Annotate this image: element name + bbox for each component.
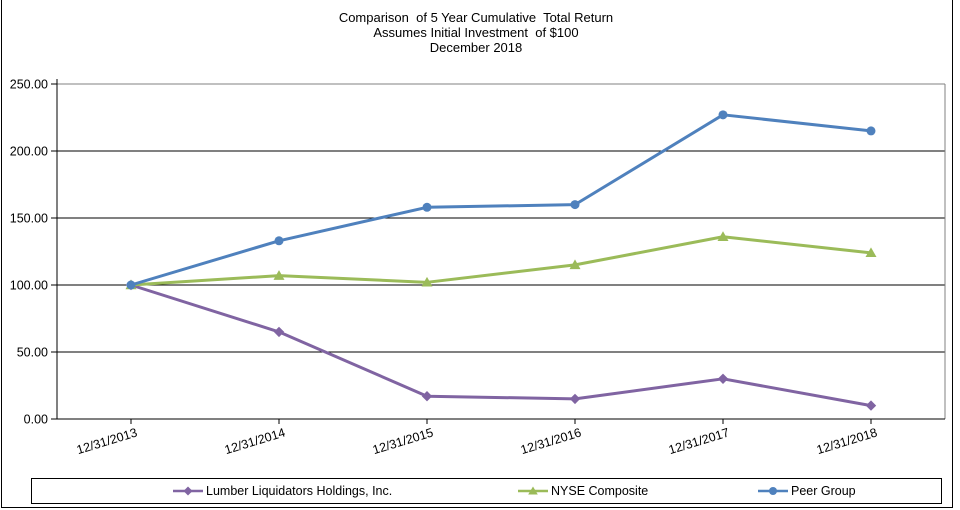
x-axis-label: 12/31/2017: [667, 425, 731, 457]
legend-label-nyse-composite: NYSE Composite: [551, 484, 649, 498]
data-point-marker: [718, 110, 728, 120]
data-point-marker: [273, 326, 285, 338]
x-axis-label: 12/31/2014: [223, 425, 287, 457]
data-point-marker: [866, 126, 876, 136]
data-point-marker: [717, 373, 729, 384]
chart-title-line1: Comparison of 5 Year Cumulative Total Re…: [338, 10, 614, 25]
data-point-marker: [865, 400, 877, 411]
legend-marker-diamond-icon: [173, 486, 203, 496]
y-axis-label: 150.00: [10, 212, 48, 226]
data-point-marker: [570, 200, 580, 210]
y-axis-label: 100.00: [10, 279, 48, 293]
data-point-marker: [421, 391, 433, 402]
y-axis-label: 200.00: [10, 145, 48, 159]
legend-label-peer-group: Peer Group: [791, 484, 856, 498]
plot-area: 0.00 50.00 100.00 150.00 200.00 250.00 12/31/2…: [10, 78, 946, 457]
y-axis-label: 250.00: [10, 78, 48, 92]
series-line: [129, 113, 873, 287]
legend-marker-triangle-icon: [518, 486, 548, 495]
legend-marker-circle-icon: [758, 487, 788, 495]
legend: Lumber Liquidators Holdings, Inc. NYSE C…: [31, 478, 942, 504]
x-axis-label: 12/31/2016: [519, 425, 583, 457]
series-line: [129, 235, 873, 287]
chart-title-line3: December 2018: [429, 40, 523, 55]
legend-item-lumber-liquidators: Lumber Liquidators Holdings, Inc.: [172, 479, 392, 503]
legend-label-lumber-liquidators: Lumber Liquidators Holdings, Inc.: [206, 484, 393, 498]
x-axis-label: 12/31/2013: [75, 425, 139, 457]
chart-title: Comparison of 5 Year Cumulative Total Re…: [0, 10, 952, 55]
legend-item-nyse-composite: NYSE Composite: [517, 479, 648, 503]
legend-marker-shape: [528, 486, 538, 495]
data-point-marker: [569, 393, 581, 405]
legend-marker-shape: [183, 486, 193, 496]
legend-marker-shape: [769, 487, 777, 495]
x-axis-label: 12/31/2015: [371, 425, 435, 457]
series-line: [129, 283, 873, 408]
data-point-marker: [865, 247, 877, 258]
legend-item-peer-group: Peer Group: [757, 479, 856, 503]
data-point-marker: [274, 236, 284, 246]
y-axis-label: 50.00: [17, 346, 48, 360]
data-point-marker: [569, 259, 581, 270]
x-axis-label: 12/31/2018: [815, 425, 879, 457]
chart-title-line2: Assumes Initial Investment of $100: [373, 25, 579, 40]
data-point-marker: [421, 276, 433, 287]
data-point-marker: [422, 202, 432, 212]
y-axis-label: 0.00: [24, 413, 48, 427]
data-point-marker: [717, 231, 729, 241]
data-point-marker: [126, 280, 136, 290]
data-point-marker: [273, 270, 285, 280]
